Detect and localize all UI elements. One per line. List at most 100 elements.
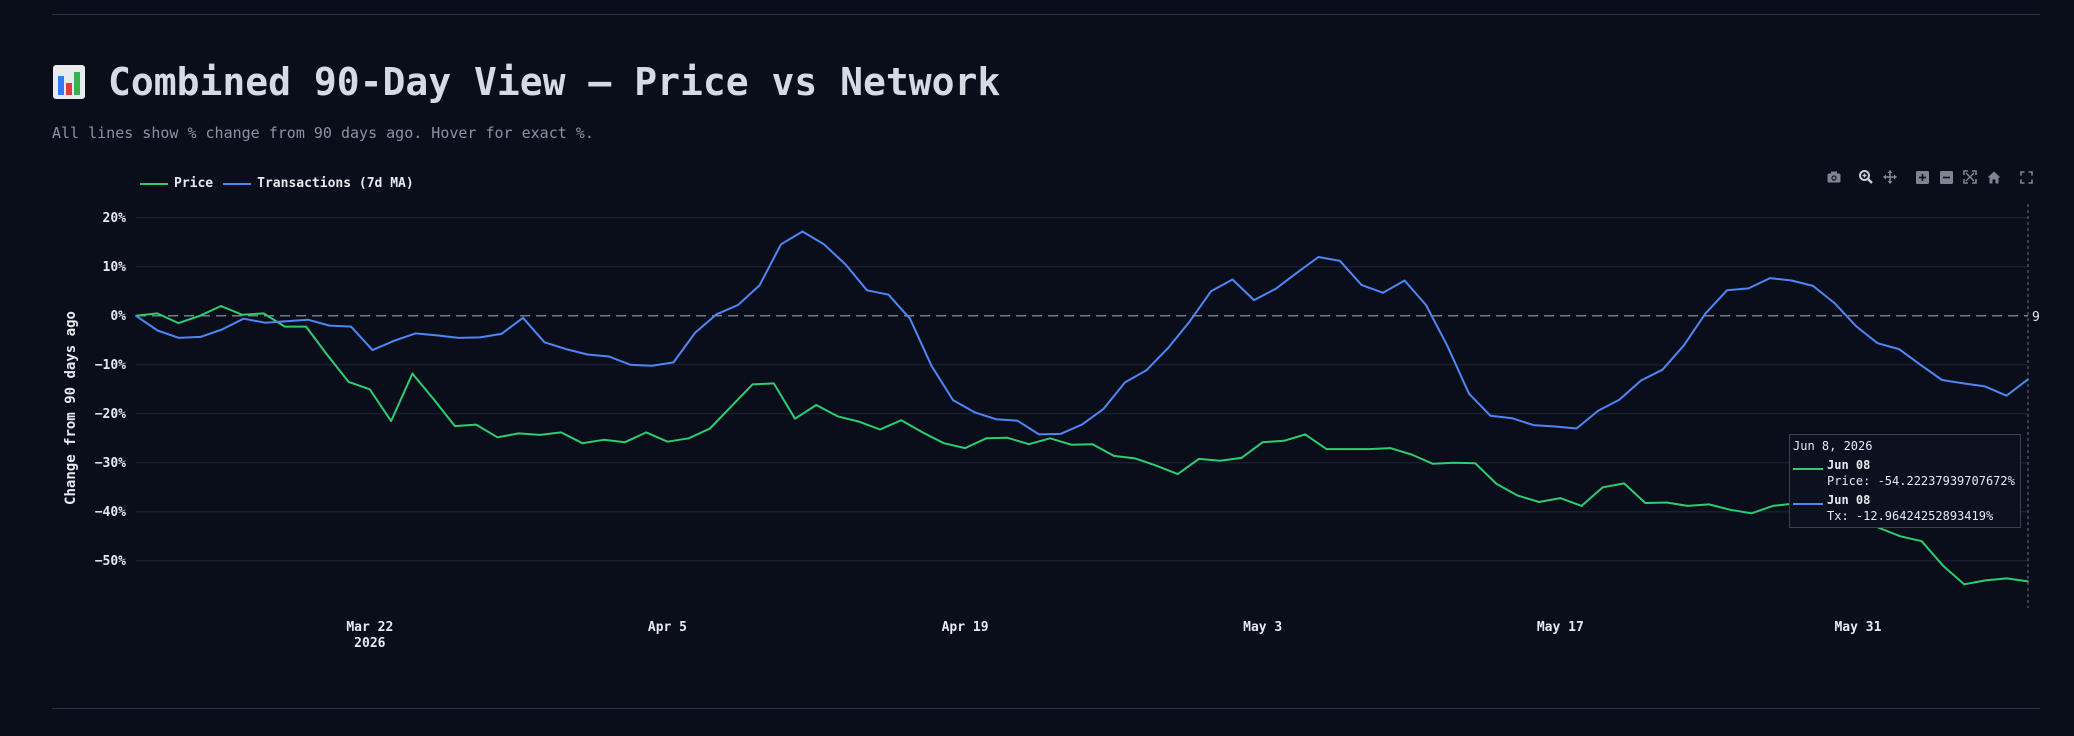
data-point-transactions: [178, 337, 180, 339]
home-icon[interactable]: [1982, 168, 2006, 186]
data-point-transactions: [393, 340, 395, 342]
data-point-transactions: [1360, 284, 1363, 286]
legend-swatch-price: [140, 182, 168, 185]
data-point-transactions: [1618, 398, 1621, 401]
right-edge-label: 9: [2032, 310, 2040, 325]
data-point-transactions: [328, 324, 331, 327]
data-point-transactions: [543, 341, 546, 344]
tooltip-tx-value: Tx: -12.96424252893419%: [1827, 509, 1994, 523]
data-point-price: [1474, 462, 1477, 465]
chart-legend: Price Transactions (7d MA): [140, 176, 424, 191]
data-point-transactions: [1919, 364, 1922, 366]
data-point-transactions: [2027, 378, 2029, 381]
pan-icon[interactable]: [1878, 168, 1902, 186]
data-point-price: [475, 423, 477, 426]
data-point-transactions: [414, 332, 417, 335]
data-point-transactions: [1726, 289, 1728, 292]
data-point-price: [1920, 540, 1923, 542]
data-point-transactions: [1511, 417, 1513, 420]
top-divider: [52, 14, 2040, 15]
tooltip-price-value: Price: -54.22237939707672%: [1827, 474, 2015, 488]
legend-label-transactions: Transactions (7d MA): [257, 176, 414, 191]
data-point-transactions: [1274, 288, 1277, 290]
data-point-price: [1984, 579, 1987, 582]
y-tick-label: 20%: [103, 211, 127, 226]
data-point-transactions: [500, 333, 503, 335]
series-layer: [135, 230, 2029, 586]
data-point-transactions: [1769, 277, 1771, 279]
series-line-price: [135, 305, 2029, 586]
y-tick-label: −10%: [95, 358, 126, 373]
data-point-transactions: [1210, 290, 1212, 293]
data-point-price: [1899, 535, 1902, 538]
data-point-price: [1665, 501, 1668, 504]
data-point-price: [156, 312, 159, 315]
data-point-price: [1708, 503, 1710, 506]
data-point-price: [900, 419, 903, 422]
data-point-transactions: [156, 329, 159, 332]
data-point-transactions: [1554, 425, 1556, 428]
data-point-transactions: [930, 365, 933, 367]
data-point-price: [517, 432, 520, 435]
data-point-price: [199, 315, 201, 317]
data-point-price: [411, 372, 414, 375]
data-point-transactions: [909, 317, 911, 320]
data-point-price: [1219, 460, 1221, 462]
autoscale-icon[interactable]: [1958, 168, 1982, 186]
data-point-transactions: [1339, 260, 1341, 262]
data-point-price: [1963, 583, 1965, 586]
data-point-price: [1453, 462, 1455, 464]
legend-item-transactions[interactable]: Transactions (7d MA): [223, 176, 414, 191]
data-point-price: [262, 312, 265, 315]
data-point-price: [858, 420, 860, 423]
data-point-transactions: [1188, 320, 1191, 323]
zoom-in-icon[interactable]: [1910, 168, 1934, 186]
data-point-transactions: [522, 317, 524, 319]
data-point-transactions: [973, 411, 976, 414]
tooltip-row-price: Jun 08 Price: -54.22237939707672%: [1793, 457, 2017, 489]
data-point-transactions: [1425, 304, 1427, 306]
data-point-price: [220, 305, 222, 307]
legend-item-price[interactable]: Price: [140, 176, 213, 191]
data-point-price: [1389, 447, 1391, 449]
data-point-transactions: [952, 399, 954, 401]
page-title: Combined 90-Day View — Price vs Network: [108, 60, 1001, 104]
fullscreen-icon[interactable]: [2014, 168, 2038, 186]
x-tick-label: Apr 19: [942, 620, 989, 635]
data-point-price: [390, 420, 392, 422]
data-point-price: [1495, 483, 1498, 485]
zoom-out-icon[interactable]: [1934, 168, 1958, 186]
data-point-price: [1049, 437, 1051, 440]
data-point-transactions: [1253, 299, 1255, 301]
data-point-price: [1729, 509, 1732, 511]
data-point-transactions: [1468, 392, 1470, 395]
data-point-transactions: [586, 353, 589, 356]
data-point-price: [1176, 473, 1179, 475]
tooltip-swatch-price: [1793, 468, 1823, 470]
data-point-transactions: [608, 355, 610, 358]
data-point-transactions: [350, 325, 352, 328]
tooltip-swatch-tx: [1793, 503, 1823, 505]
x-tick-label: Apr 5: [648, 620, 687, 635]
data-point-transactions: [285, 320, 288, 323]
data-point-transactions: [1167, 347, 1169, 349]
camera-icon[interactable]: [1822, 168, 1846, 186]
data-point-transactions: [135, 315, 137, 317]
data-point-transactions: [1016, 419, 1019, 422]
data-point-price: [794, 417, 796, 420]
data-point-transactions: [221, 328, 223, 331]
data-point-price: [602, 439, 605, 441]
legend-swatch-transactions: [223, 182, 252, 185]
data-point-transactions: [457, 337, 460, 339]
data-point-transactions: [1941, 379, 1943, 381]
zoom-icon[interactable]: [1854, 168, 1878, 186]
data-point-price: [1559, 497, 1562, 499]
data-point-transactions: [1898, 348, 1900, 350]
data-point-price: [964, 447, 966, 449]
data-point-price: [751, 383, 754, 386]
data-point-transactions: [1296, 271, 1298, 274]
data-point-transactions: [866, 289, 868, 292]
series-line-transactions: [135, 230, 2029, 436]
